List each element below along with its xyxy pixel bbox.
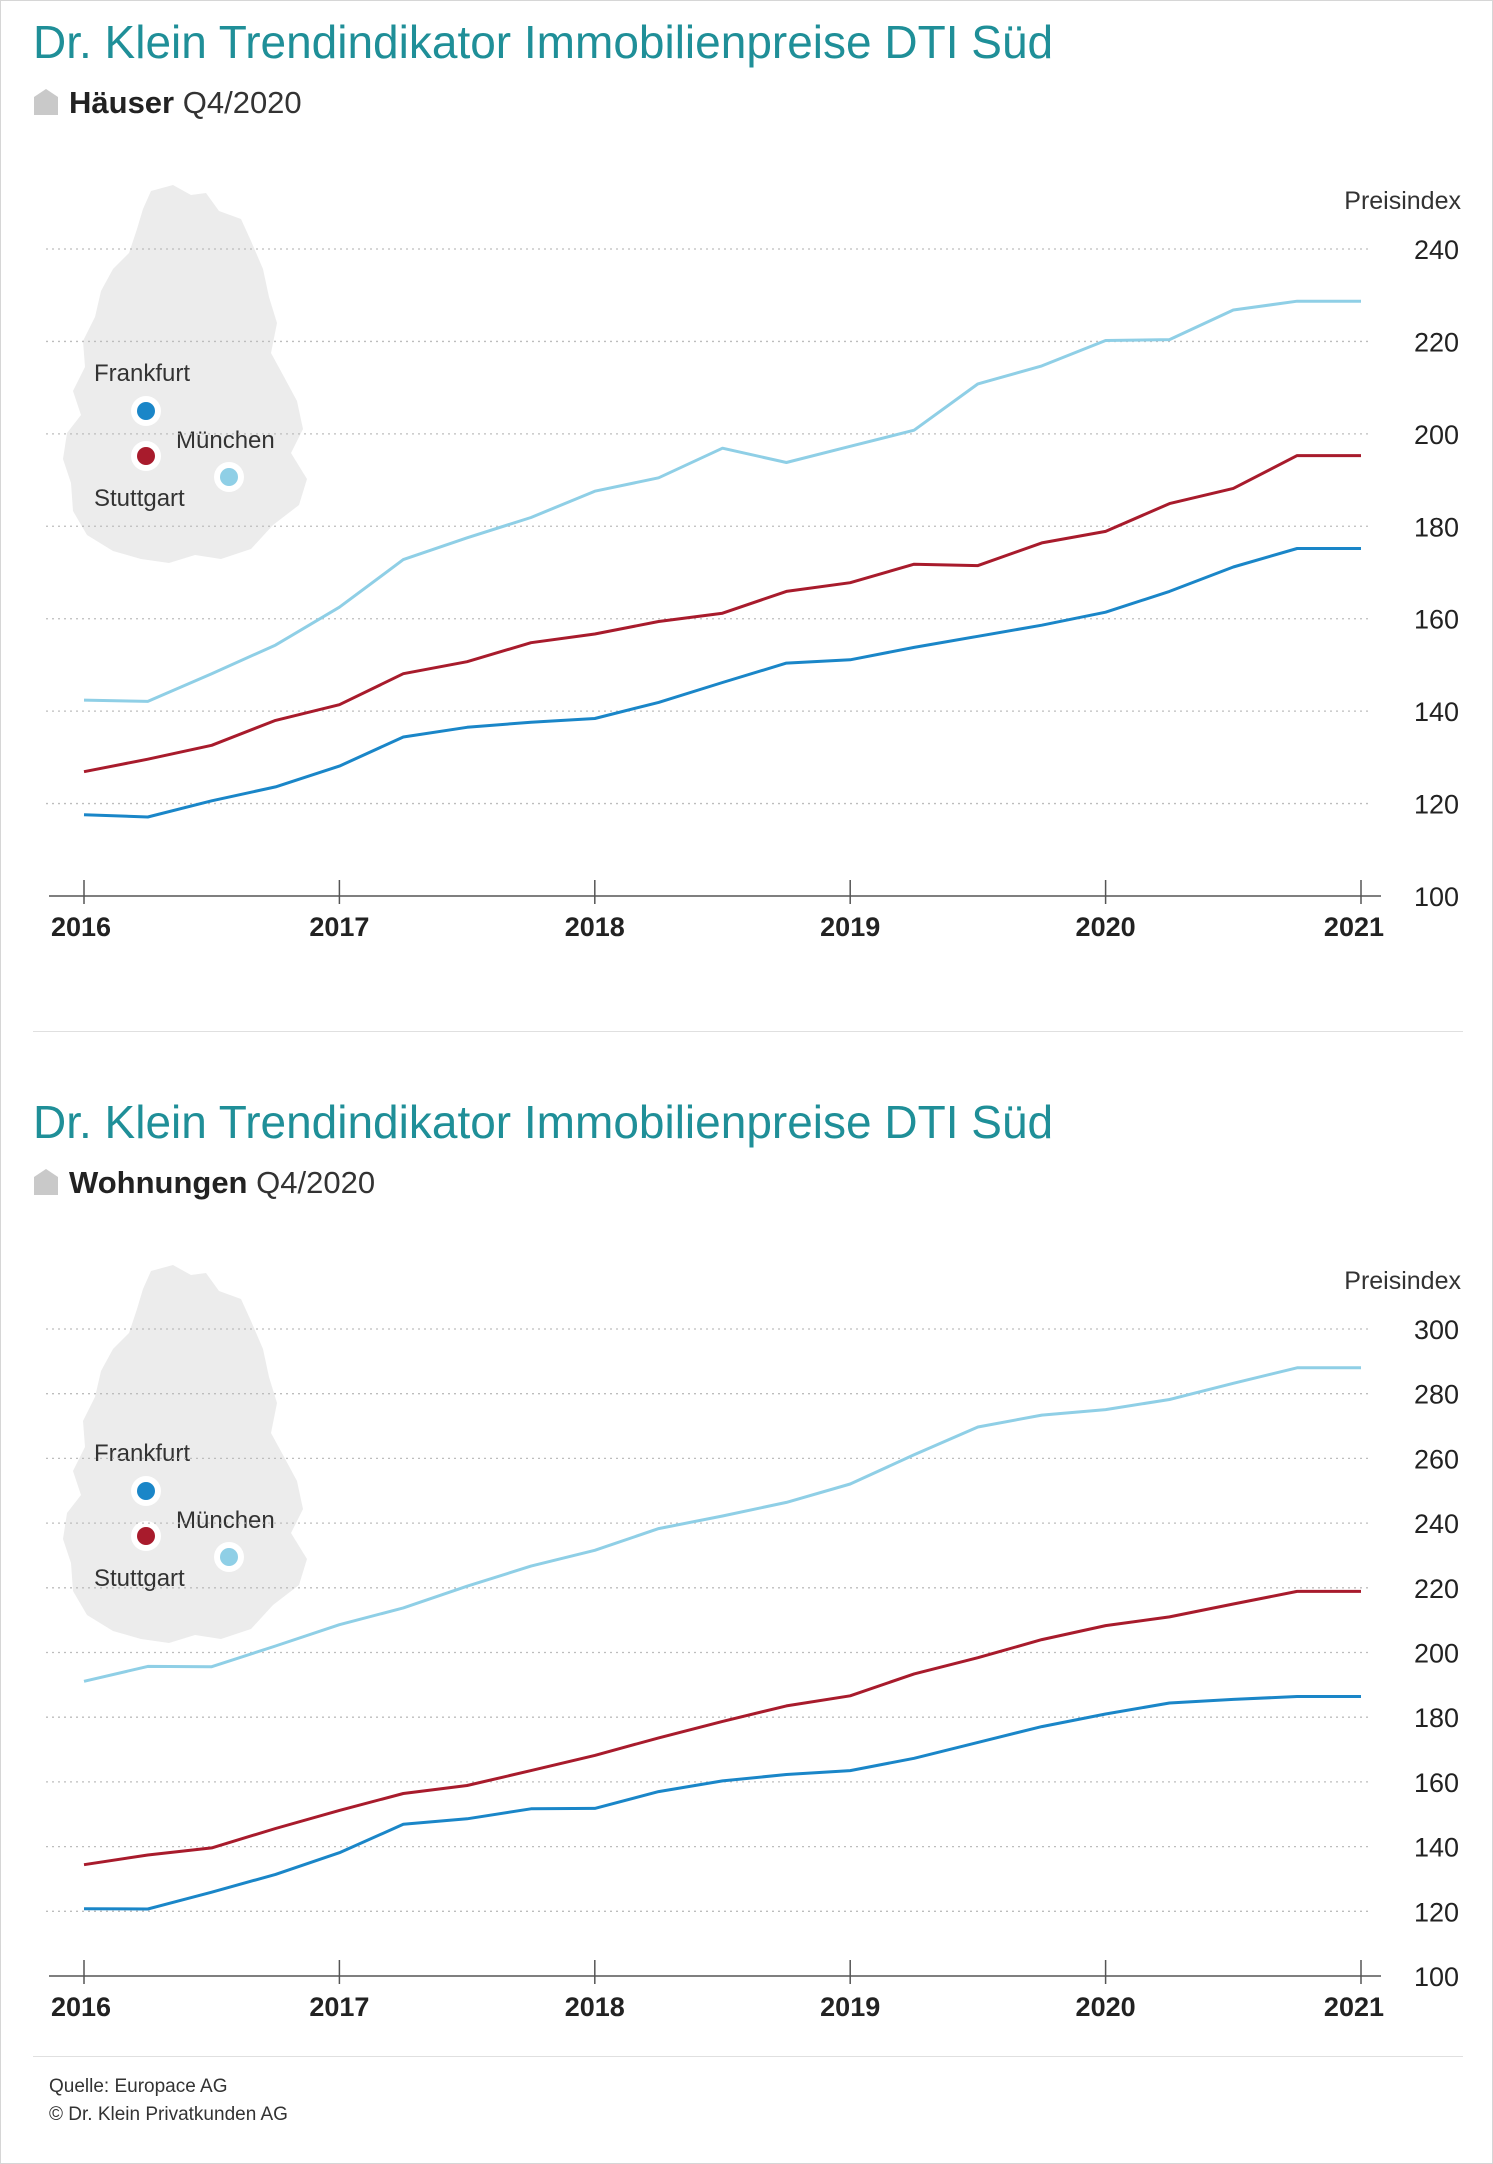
y-tick-label: 120 [1414,1897,1459,1927]
y-tick-label: 300 [1414,1315,1459,1345]
y-tick-label: 240 [1414,1509,1459,1539]
x-tick-label: 2021 [1324,912,1384,942]
y-tick-label: 220 [1414,1574,1459,1604]
city-label: München [176,427,275,454]
city-marker [137,1527,155,1545]
series-line-stuttgart [83,299,1361,703]
x-tick-label: 2020 [1076,912,1136,942]
series-line-mnchen [83,454,1361,774]
series-line-frankfurt [83,1695,1361,1911]
x-tick-label: 2018 [565,1992,625,2022]
city-label: München [176,1507,275,1534]
y-tick-label: 100 [1414,882,1459,912]
y-tick-label: 240 [1414,235,1459,265]
line-chart: Frankfurt München Stuttgart 100 120 140 160 180… [46,1265,1461,2022]
chart-panel-haeuser: Dr. Klein Trendindikator Immobilienpreis… [1,1,1493,1061]
y-tick-label: 260 [1414,1444,1459,1474]
chart-title: Dr. Klein Trendindikator Immobilienpreis… [33,1096,1054,1148]
footer: Quelle: Europace AG © Dr. Klein Privatku… [49,2073,288,2129]
footer-divider [33,2056,1463,2057]
city-label: Stuttgart [94,485,185,512]
y-tick-label: 160 [1414,605,1459,635]
x-tick-label: 2018 [565,912,625,942]
section-divider [33,1031,1463,1032]
y-tick-label: 140 [1414,1833,1459,1863]
y-tick-label: 100 [1414,1962,1459,1992]
y-tick-label: 220 [1414,327,1459,357]
germany-silhouette [63,185,307,563]
germany-silhouette [63,1265,307,1643]
x-tick-label: 2017 [309,912,369,942]
subtitle-period: Q4/2020 [182,85,302,120]
subtitle-category: Wohnungen [69,1165,248,1200]
x-tick-label: 2021 [1324,1992,1384,2022]
x-tick-label: 2019 [820,912,880,942]
chart-panel-wohnungen: Dr. Klein Trendindikator Immobilienpreis… [1,1081,1493,2141]
y-axis-label: Preisindex [1344,187,1461,215]
subtitle-period: Q4/2020 [256,1165,376,1200]
footer-copyright: © Dr. Klein Privatkunden AG [49,2104,288,2125]
y-tick-label: 120 [1414,790,1459,820]
line-chart: Frankfurt München Stuttgart 100 120 140 160 180… [46,185,1461,942]
y-tick-label: 200 [1414,1639,1459,1669]
city-marker [220,468,238,486]
city-marker [137,447,155,465]
city-label: Frankfurt [94,360,190,387]
y-tick-label: 160 [1414,1768,1459,1798]
series-line-mnchen [83,1589,1361,1867]
city-label: Frankfurt [94,1440,190,1467]
germany-map: Frankfurt München Stuttgart [63,185,307,563]
subtitle-category: Häuser [69,85,175,120]
x-tick-label: 2016 [51,1992,111,2022]
x-tick-label: 2020 [1076,1992,1136,2022]
y-tick-label: 140 [1414,697,1459,727]
y-tick-label: 180 [1414,512,1459,542]
series-line-stuttgart [83,1366,1361,1683]
chart-title: Dr. Klein Trendindikator Immobilienpreis… [33,16,1054,68]
y-tick-label: 180 [1414,1703,1459,1733]
y-tick-label: 280 [1414,1380,1459,1410]
city-marker [220,1548,238,1566]
germany-map: Frankfurt München Stuttgart [63,1265,307,1643]
footer-source: Quelle: Europace AG [49,2076,228,2097]
x-tick-label: 2016 [51,912,111,942]
chart-subtitle: Wohnungen Q4/2020 [33,1165,375,1201]
house-icon [34,89,58,115]
house-icon [34,1169,58,1195]
x-tick-label: 2019 [820,1992,880,2022]
city-marker [137,402,155,420]
chart-subtitle: Häuser Q4/2020 [33,85,302,121]
city-marker [137,1482,155,1500]
y-tick-label: 200 [1414,420,1459,450]
series-line-frankfurt [83,547,1361,819]
city-label: Stuttgart [94,1565,185,1592]
y-axis-label: Preisindex [1344,1267,1461,1295]
x-tick-label: 2017 [309,1992,369,2022]
